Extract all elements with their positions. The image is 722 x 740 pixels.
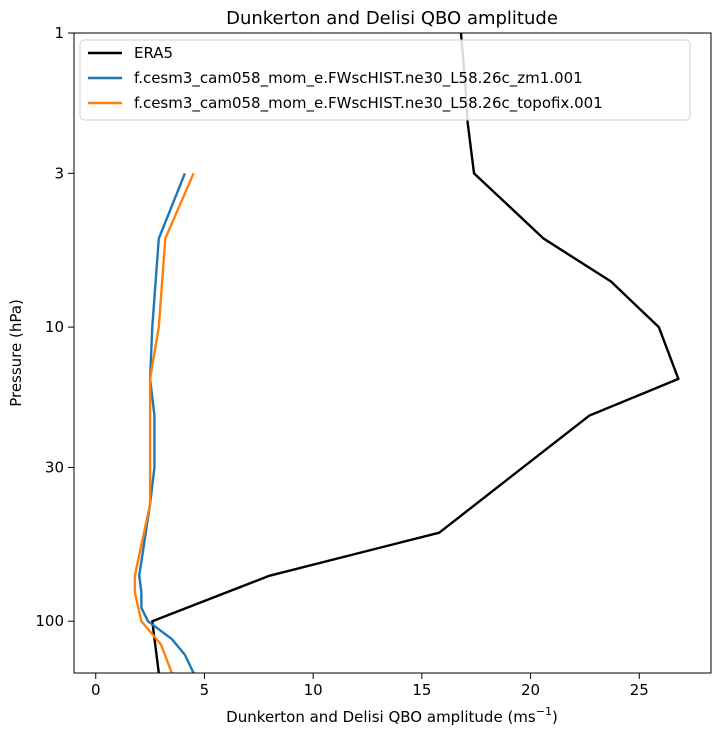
y-axis-label: Pressure (hPa) [7,299,25,407]
series-line-1 [138,172,195,673]
x-axis-label: Dunkerton and Delisi QBO amplitude (ms−1… [226,705,558,726]
y-tick-label: 1 [54,24,64,42]
y-tick-label: 30 [45,458,64,476]
legend-label: f.cesm3_cam058_mom_e.FWscHIST.ne30_L58.2… [134,69,583,88]
x-axis: 0 5 10 15 20 25 [91,673,649,699]
x-axis-label-close: ) [552,708,558,726]
legend: ERA5 f.cesm3_cam058_mom_e.FWscHIST.ne30_L… [79,39,691,121]
series-layer [133,33,680,673]
legend-label: ERA5 [134,44,173,62]
y-axis: 1 3 10 30 100 [35,24,74,630]
plot-frame [73,32,712,674]
x-tick-label: 10 [304,681,323,699]
x-tick-label: 0 [91,681,101,699]
x-tick-label: 5 [200,681,210,699]
y-tick-label: 3 [54,164,64,182]
x-tick-label: 15 [412,681,431,699]
chart-title: Dunkerton and Delisi QBO amplitude [226,8,558,29]
series-line-0 [151,33,680,673]
x-tick-label: 25 [630,681,649,699]
series-line-2 [133,172,195,673]
y-tick-label: 100 [35,612,64,630]
legend-label: f.cesm3_cam058_mom_e.FWscHIST.ne30_L58.2… [134,94,603,113]
x-tick-label: 20 [521,681,540,699]
x-axis-label-exponent: −1 [536,705,552,718]
legend-box [79,39,691,121]
y-tick-label: 10 [45,318,64,336]
x-axis-label-main: Dunkerton and Delisi QBO amplitude (ms [226,708,536,726]
